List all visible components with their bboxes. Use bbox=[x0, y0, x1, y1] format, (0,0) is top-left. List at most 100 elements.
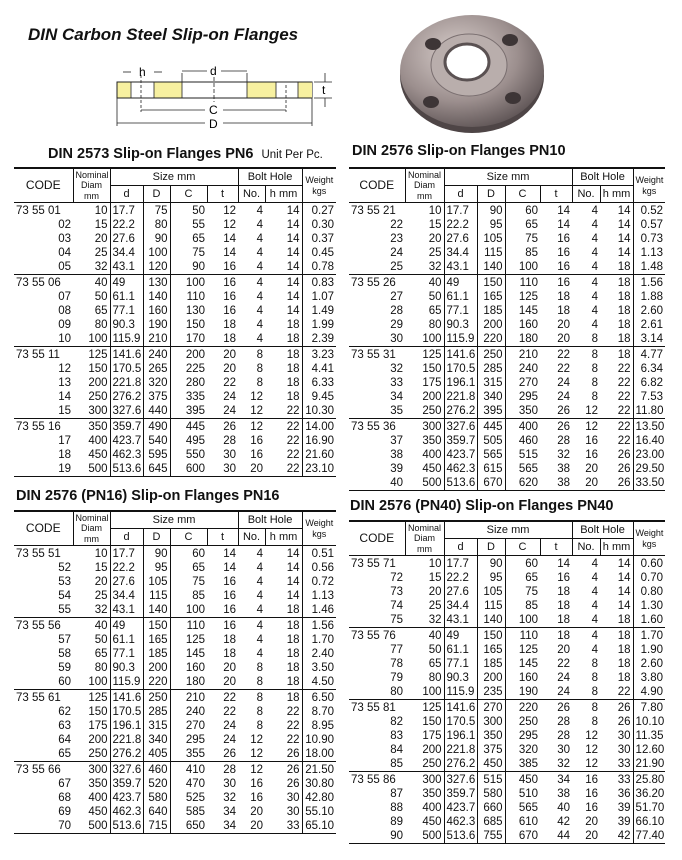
cell-t: 20 bbox=[223, 661, 237, 674]
cell-C: 60 bbox=[169, 544, 207, 562]
header-weight-label: Weight bbox=[305, 175, 334, 185]
cell-C: 450 bbox=[504, 770, 540, 788]
cell-bolt-h: 14 bbox=[265, 544, 303, 562]
cell-bolt-no: 8 bbox=[256, 719, 264, 732]
cell-bolt-no: 8 bbox=[591, 376, 599, 389]
cell-d: 513.6 bbox=[443, 476, 477, 491]
cell-d: 49 bbox=[109, 616, 143, 634]
cell-D: 90 bbox=[476, 554, 505, 572]
cell-nominal-diam: 450 bbox=[422, 462, 442, 475]
cell-t: 24 bbox=[223, 733, 237, 746]
cell-code: 68 bbox=[58, 791, 71, 804]
table-row: 23 20 27.6 105 75 16 4 14 0.73 bbox=[349, 232, 666, 247]
cell-nominal-diam: 250 bbox=[88, 747, 108, 760]
header-C: C bbox=[504, 538, 540, 556]
cell-weight: 30.80 bbox=[301, 777, 337, 792]
cell-weight: 55.10 bbox=[301, 805, 337, 820]
table-row: 02 15 22.2 80 55 12 4 14 0.30 bbox=[14, 218, 337, 233]
cell-d: 141.6 bbox=[109, 688, 143, 706]
cell-weight: 10.10 bbox=[632, 715, 666, 730]
cell-D: 165 bbox=[476, 290, 505, 305]
table-row: 74 25 34.4 115 85 18 4 14 1.30 bbox=[349, 599, 666, 614]
cell-code: 78 bbox=[390, 657, 403, 670]
cell-d: 90.3 bbox=[443, 318, 477, 333]
cell-nominal-diam: 25 bbox=[428, 246, 442, 259]
cell-code: 52 bbox=[58, 562, 71, 575]
cell-bolt-no: 12 bbox=[585, 404, 599, 417]
cell-code: 19 bbox=[14, 462, 73, 478]
cell-d: 77.1 bbox=[109, 647, 143, 662]
cell-t: 18 bbox=[223, 318, 237, 331]
cell-bolt-no: 12 bbox=[572, 417, 601, 435]
cell-d: 34.4 bbox=[443, 599, 477, 614]
cell-nominal-diam: 80 bbox=[94, 318, 108, 331]
header-weight: Weight kgs bbox=[632, 167, 666, 203]
cell-weight: 0.70 bbox=[632, 571, 666, 586]
cell-bolt-h: 18 bbox=[265, 616, 303, 634]
cell-D: 115 bbox=[476, 246, 505, 261]
cell-code: 73 55 61 bbox=[14, 688, 73, 706]
cell-nominal-diam: 300 bbox=[405, 770, 444, 788]
cell-D: 460 bbox=[142, 760, 170, 778]
cell-weight: 1.70 bbox=[301, 633, 337, 648]
header-nominal: Nominal bbox=[407, 522, 441, 533]
cell-weight: 0.51 bbox=[301, 544, 337, 562]
cell-t: 22 bbox=[540, 345, 573, 363]
cell-nominal-diam: 150 bbox=[88, 363, 108, 376]
cell-C: 125 bbox=[169, 633, 207, 648]
cell-code: 73 55 11 bbox=[14, 345, 73, 363]
cell-C: 295 bbox=[504, 390, 540, 405]
cell-D: 395 bbox=[476, 404, 505, 419]
cell-nominal-diam: 150 bbox=[422, 363, 442, 376]
cell-code: 70 bbox=[14, 819, 73, 834]
header-size: Size mm bbox=[109, 510, 239, 529]
cell-bolt-no: 16 bbox=[585, 448, 599, 461]
cell-nominal-diam: 65 bbox=[428, 657, 442, 670]
cell-d: 43.1 bbox=[109, 603, 143, 618]
cell-nominal-diam: 40 bbox=[405, 626, 444, 644]
cell-nominal-diam: 250 bbox=[88, 390, 108, 403]
cell-D: 250 bbox=[476, 345, 505, 363]
cell-weight: 0.37 bbox=[301, 232, 337, 247]
cell-bolt-no: 4 bbox=[256, 260, 264, 273]
header-weight-label: Weight bbox=[305, 518, 334, 528]
cell-bolt-h: 18 bbox=[617, 332, 631, 345]
cell-bolt-h: 14 bbox=[286, 575, 300, 588]
unit-note: Unit Per Pc. bbox=[261, 149, 323, 161]
cell-weight: 29.50 bbox=[632, 462, 666, 477]
cell-C: 620 bbox=[504, 476, 540, 491]
cell-nominal-diam: 150 bbox=[422, 716, 442, 729]
cell-t: 20 bbox=[557, 644, 571, 657]
cell-code: 17 bbox=[58, 435, 71, 448]
cell-t: 14 bbox=[557, 219, 571, 232]
cell-D: 80 bbox=[142, 218, 170, 233]
cell-weight: 4.90 bbox=[632, 685, 666, 700]
header-t: t bbox=[539, 538, 573, 556]
cell-D: 450 bbox=[476, 757, 505, 772]
cell-bolt-no: 4 bbox=[256, 291, 264, 304]
cell-d: 77.1 bbox=[443, 304, 477, 319]
cell-bolt-h: 22 bbox=[265, 417, 303, 435]
table-row: 73 55 76 40 49 150 110 18 4 18 1.70 bbox=[349, 626, 666, 644]
cell-C: 460 bbox=[504, 434, 540, 449]
cell-nominal-diam: 50 bbox=[94, 291, 108, 304]
header-D: D bbox=[142, 528, 170, 546]
cell-bolt-h: 18 bbox=[286, 376, 300, 389]
cell-t: 20 bbox=[207, 345, 239, 363]
cell-weight: 7.80 bbox=[632, 698, 666, 716]
table-row: 80 100 115.9 235 190 24 8 22 4.90 bbox=[349, 685, 666, 700]
cell-code: 57 bbox=[58, 634, 71, 647]
table-row: 73 55 61 125 141.6 250 210 22 8 18 6.50 bbox=[14, 688, 337, 706]
cell-D: 95 bbox=[142, 561, 170, 576]
cell-C: 110 bbox=[169, 290, 207, 305]
cell-C: 600 bbox=[169, 462, 207, 478]
cell-bolt-no: 16 bbox=[250, 448, 264, 461]
cell-weight: 51.70 bbox=[632, 801, 666, 816]
cell-weight: 0.27 bbox=[301, 201, 337, 219]
cell-C: 335 bbox=[169, 390, 207, 405]
cell-d: 49 bbox=[109, 273, 143, 291]
cell-bolt-h: 18 bbox=[617, 304, 631, 317]
cell-C: 510 bbox=[504, 787, 540, 802]
cell-t: 26 bbox=[207, 417, 239, 435]
cell-bolt-h: 39 bbox=[617, 801, 631, 814]
